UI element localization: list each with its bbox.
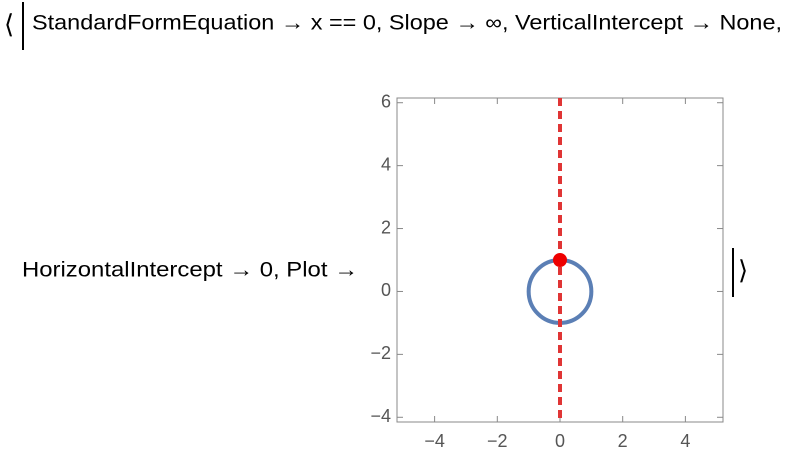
text-line: StandardFormEquation → x == 0, Slope → ∞…: [32, 12, 782, 35]
close-bracket: ⟩: [738, 255, 748, 285]
y-tick-label: 2: [381, 217, 391, 237]
y-tick-label: 4: [381, 154, 391, 174]
text-line: HorizontalIntercept → 0, Plot →: [22, 259, 358, 282]
x-tick-label: 2: [618, 431, 628, 451]
point: [553, 253, 567, 267]
open-bracket: ⟨: [4, 9, 14, 39]
x-tick-label: 0: [555, 431, 565, 451]
x-tick-label: 4: [680, 431, 690, 451]
x-tick-label: −4: [424, 431, 445, 451]
x-tick-label: −2: [487, 431, 508, 451]
y-tick-label: −2: [370, 343, 391, 363]
y-tick-label: 0: [381, 280, 391, 300]
y-tick-label: −4: [370, 406, 391, 426]
y-tick-label: 6: [381, 91, 391, 111]
